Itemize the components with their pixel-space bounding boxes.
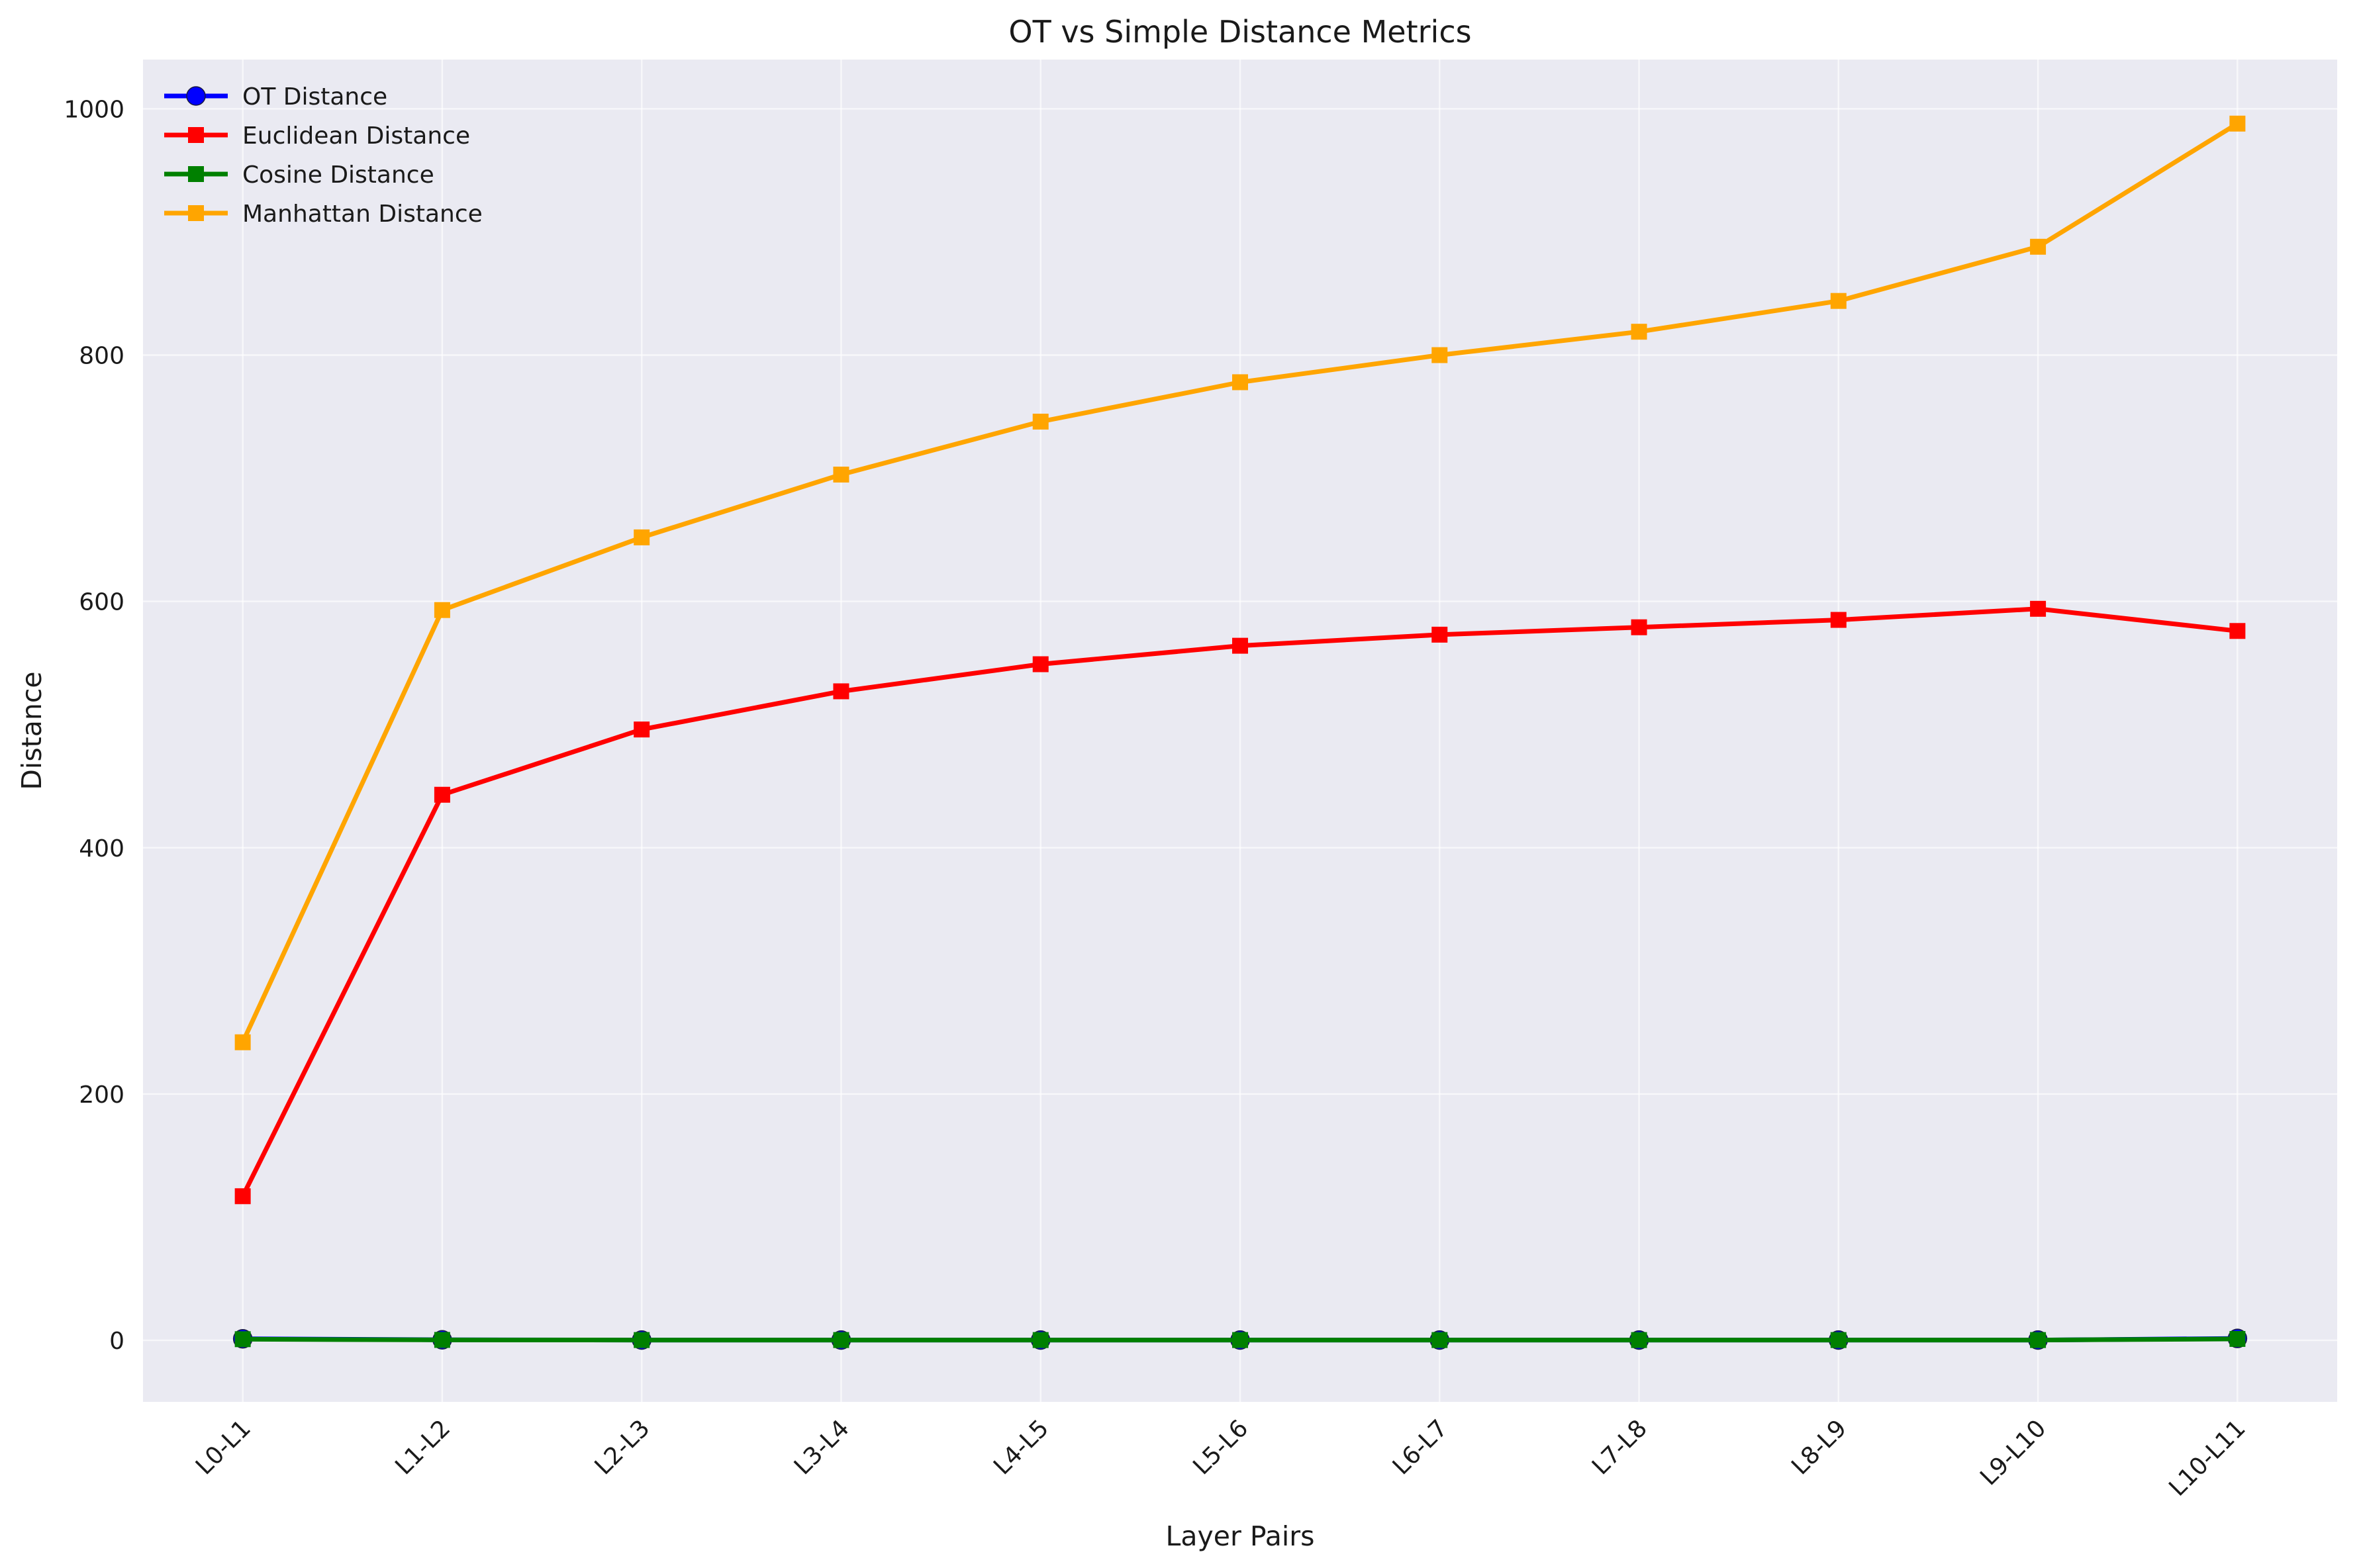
chart-title: OT vs Simple Distance Metrics [1008, 14, 1471, 50]
data-point [434, 786, 450, 803]
data-point [1431, 626, 1448, 643]
data-point [1431, 347, 1448, 363]
legend: OT Distance Euclidean Distance Cosine Dist… [164, 83, 483, 228]
y-tick-label: 0 [109, 1328, 124, 1355]
legend-label: Cosine Distance [242, 161, 434, 189]
y-tick-label: 600 [79, 589, 124, 616]
legend-swatch-marker [186, 86, 206, 106]
data-point [634, 721, 650, 738]
data-point [1431, 1332, 1448, 1348]
legend-entry: OT Distance [164, 83, 387, 111]
data-point [1232, 374, 1248, 391]
legend-label: Manhattan Distance [242, 201, 483, 228]
data-point [833, 683, 849, 700]
data-point [2030, 600, 2047, 617]
grid-lines [143, 60, 2337, 1402]
data-point [2229, 115, 2246, 132]
legend-swatch-marker [188, 127, 204, 143]
legend-entry: Cosine Distance [164, 161, 434, 189]
y-tick-label: 800 [79, 343, 124, 370]
legend-entry: Manhattan Distance [164, 201, 483, 228]
y-axis-label: Distance [16, 671, 48, 790]
data-point [1032, 656, 1049, 672]
data-point [1830, 293, 1847, 309]
data-point [634, 1332, 650, 1348]
y-tick-label: 1000 [64, 96, 124, 123]
data-point [1631, 1332, 1647, 1348]
data-point [1631, 619, 1647, 635]
legend-entry: Euclidean Distance [164, 122, 470, 150]
data-point [234, 1331, 251, 1348]
data-point [1232, 637, 1248, 654]
data-point [1232, 1332, 1248, 1348]
data-point [833, 1332, 849, 1348]
series-manhattan-distance [234, 115, 2246, 1050]
series-euclidean-distance [234, 600, 2246, 1205]
series-cosine-distance [234, 1330, 2246, 1348]
legend-swatch-marker [188, 166, 204, 182]
data-point [2229, 623, 2246, 639]
data-point [833, 467, 849, 483]
data-point [234, 1188, 251, 1205]
legend-label: OT Distance [242, 83, 387, 111]
x-axis-label: Layer Pairs [1166, 1520, 1315, 1552]
data-point [1830, 612, 1847, 628]
data-point [434, 1332, 450, 1348]
data-point [434, 602, 450, 618]
data-point [2030, 238, 2047, 255]
legend-label: Euclidean Distance [242, 122, 470, 150]
data-point [2030, 1332, 2047, 1348]
data-point [1631, 324, 1647, 340]
data-point [1032, 414, 1049, 430]
y-tick-label: 200 [79, 1082, 124, 1109]
data-point [1032, 1332, 1049, 1348]
y-tick-label: 400 [79, 835, 124, 862]
data-point [2229, 1330, 2246, 1347]
data-point [634, 529, 650, 545]
series-lines [232, 115, 2248, 1350]
legend-swatch-marker [188, 205, 204, 221]
data-point [234, 1034, 251, 1050]
data-point [1830, 1332, 1847, 1348]
